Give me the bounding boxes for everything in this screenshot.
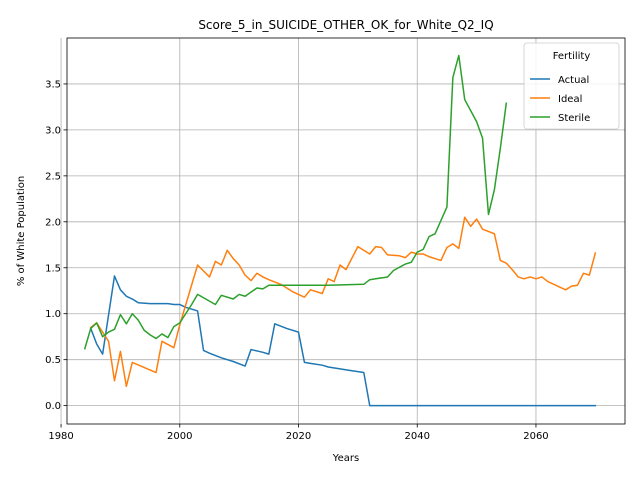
series-line-ideal: [89, 216, 597, 388]
y-axis-label: % of White Population: [16, 176, 27, 286]
legend-label-actual: Actual: [558, 75, 589, 86]
x-tick-label: 2060: [523, 431, 548, 442]
legend-title: Fertility: [553, 51, 591, 62]
y-tick-label: 3.0: [45, 125, 61, 136]
series-layer: [83, 54, 597, 407]
y-tick-label: 3.5: [45, 79, 61, 90]
legend-label-sterile: Sterile: [558, 113, 590, 124]
y-tick-label: 1.0: [45, 309, 61, 320]
x-tick-label: 1980: [48, 431, 73, 442]
x-axis-label: Years: [332, 453, 359, 464]
legend-label-ideal: Ideal: [558, 94, 582, 105]
x-tick-label: 2040: [405, 431, 430, 442]
series-line-actual: [89, 275, 597, 407]
legend-frame: [523, 42, 620, 130]
chart-title: Score_5_in_SUICIDE_OTHER_OK_for_White_Q2…: [198, 18, 493, 32]
plot-frame: [66, 37, 626, 425]
y-tick-label: 1.5: [45, 263, 61, 274]
x-tick-label: 2020: [286, 431, 311, 442]
y-tick-label: 2.5: [45, 171, 61, 182]
y-tick-label: 2.0: [45, 217, 61, 228]
x-tick-label: 2000: [167, 431, 192, 442]
series-line-sterile: [83, 54, 508, 350]
y-tick-label: 0.0: [45, 401, 61, 412]
legend: Fertility Actual Ideal Sterile: [523, 42, 620, 130]
y-tick-label: 0.5: [45, 355, 61, 366]
axis-ticks: 1980 2000 2020 2040 2060 0.0 0.5 1.0 1.5 2.0 2.5 3.…: [45, 79, 549, 442]
